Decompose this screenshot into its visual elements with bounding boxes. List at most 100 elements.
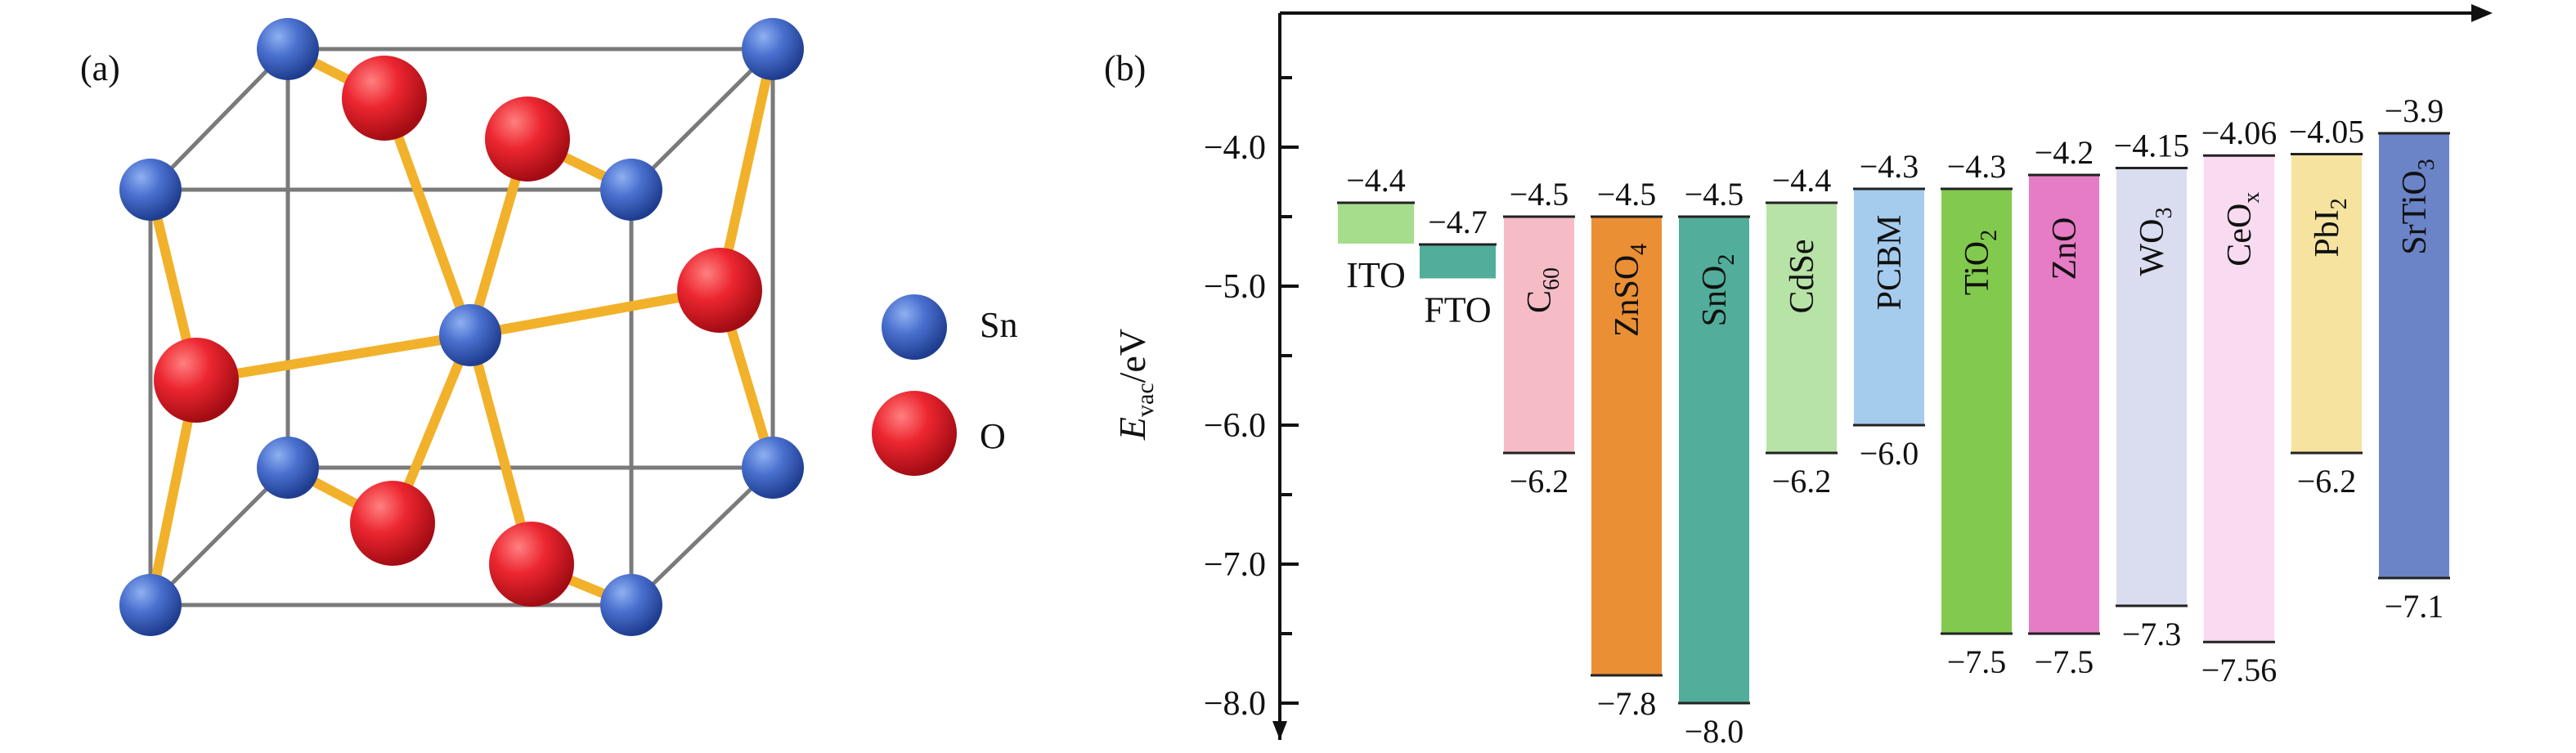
band-rect bbox=[2290, 153, 2363, 454]
band-c60: −4.5 −6.2 C60 bbox=[1502, 176, 1576, 500]
material-label: CeOx bbox=[2221, 192, 2264, 267]
legend-o-swatch bbox=[872, 391, 957, 476]
material-label: ITO bbox=[1346, 255, 1406, 295]
cb-value-label: −4.7 bbox=[1428, 204, 1488, 240]
material-label: PCBM bbox=[1871, 215, 1909, 311]
band-cdse: −4.4 −6.2 CdSe bbox=[1765, 162, 1838, 500]
cb-value-label: −4.3 bbox=[1860, 148, 1919, 185]
y-tick-label: −5.0 bbox=[1204, 268, 1266, 306]
sn-atom bbox=[600, 159, 662, 221]
sn-atom bbox=[257, 437, 319, 499]
cb-value-label: −4.4 bbox=[1346, 162, 1406, 199]
cell-edge bbox=[149, 466, 289, 607]
cb-value-label: −4.3 bbox=[1947, 148, 2007, 185]
cell-edge bbox=[630, 47, 774, 191]
vb-value-label: −8.0 bbox=[1685, 713, 1744, 750]
y-tick-label: −7.0 bbox=[1204, 546, 1266, 584]
legend-o-label: O bbox=[980, 416, 1006, 456]
cell-edge bbox=[630, 466, 774, 607]
cb-value-label: −4.4 bbox=[1772, 162, 1832, 199]
band-pbi2: −4.05 −6.2 PbI2 bbox=[2289, 114, 2365, 500]
band-rect bbox=[1336, 202, 1416, 245]
cell-edge bbox=[149, 47, 289, 191]
y-tick-label: −4.0 bbox=[1204, 129, 1266, 167]
band-rect bbox=[1677, 216, 1751, 704]
material-label: PbI2 bbox=[2309, 198, 2352, 257]
atoms bbox=[119, 18, 804, 636]
band-rect bbox=[2115, 167, 2188, 607]
band-zno: −4.2 −7.5 ZnO bbox=[2027, 134, 2101, 680]
sn-atom bbox=[119, 574, 182, 636]
o-atom bbox=[342, 56, 427, 141]
o-atom bbox=[350, 481, 435, 566]
sn-atom bbox=[742, 437, 804, 499]
bond bbox=[191, 330, 475, 385]
panel-a-label: (a) bbox=[80, 48, 120, 88]
material-label: ZnSO4 bbox=[1609, 244, 1652, 337]
band-wo3: −4.15 −7.3 WO3 bbox=[2114, 128, 2190, 653]
y-tick-label: −6.0 bbox=[1204, 407, 1266, 445]
energy-bands: −4.4ITO−4.7FTO−4.5−6.2C60−4.5−7.8ZnSO4−4… bbox=[1336, 92, 2451, 750]
band-pcbm: −4.3 −6.0 PCBM bbox=[1852, 148, 1926, 472]
material-label: CdSe bbox=[1784, 239, 1821, 313]
panel-a: (a) bbox=[80, 18, 1017, 636]
band-rect bbox=[1940, 188, 2013, 634]
legend-sn-label: Sn bbox=[980, 305, 1017, 345]
legend-sn-swatch bbox=[882, 294, 947, 360]
vb-value-label: −7.5 bbox=[2035, 643, 2094, 680]
band-rect bbox=[2027, 174, 2101, 634]
y-axis-title: Evac/eV bbox=[1111, 329, 1159, 441]
cb-value-label: −4.06 bbox=[2201, 114, 2278, 151]
axes bbox=[1278, 11, 2476, 740]
material-label: WO3 bbox=[2134, 208, 2177, 276]
material-label: TiO2 bbox=[1959, 230, 2002, 295]
band-rect bbox=[2377, 132, 2451, 579]
band-srtio3: −3.9 −7.1 SrTiO3 bbox=[2377, 92, 2451, 625]
material-label: SnO2 bbox=[1696, 254, 1739, 327]
vb-value-label: −7.3 bbox=[2122, 616, 2182, 652]
vb-value-label: −7.56 bbox=[2201, 652, 2278, 688]
material-label: FTO bbox=[1424, 290, 1491, 330]
panel-b-label: (b) bbox=[1104, 48, 1146, 88]
band-ceox: −4.06 −7.56 CeOx bbox=[2201, 114, 2278, 688]
band-sno2: −4.5 −8.0 SnO2 bbox=[1677, 176, 1751, 750]
band-tio2: −4.3 −7.5 TiO2 bbox=[1940, 148, 2013, 680]
panel-b: (b) Evac/eV −4.0 −5.0 −6.0 −7.0 −8.0 −4.4 ITO… bbox=[1104, 4, 2493, 750]
cb-value-label: −3.9 bbox=[2385, 92, 2444, 129]
y-tick-label: −8.0 bbox=[1204, 685, 1266, 723]
band-rect bbox=[1765, 202, 1838, 454]
cb-value-label: −4.5 bbox=[1685, 176, 1744, 213]
sn-atom bbox=[742, 18, 804, 80]
cb-value-label: −4.2 bbox=[2035, 134, 2094, 171]
vb-value-label: −7.8 bbox=[1597, 685, 1657, 722]
cb-value-label: −4.15 bbox=[2114, 128, 2190, 164]
band-rect bbox=[1502, 216, 1576, 454]
y-ticks: −4.0 −5.0 −6.0 −7.0 −8.0 bbox=[1204, 76, 1299, 723]
cb-value-label: −4.5 bbox=[1510, 176, 1569, 213]
band-rect bbox=[1418, 244, 1497, 280]
band-rect bbox=[1852, 188, 1926, 426]
cb-value-label: −4.5 bbox=[1597, 176, 1657, 213]
material-label: SrTiO3 bbox=[2396, 159, 2439, 255]
vb-value-label: −6.2 bbox=[2297, 463, 2357, 500]
band-fto: −4.7 FTO bbox=[1418, 204, 1497, 330]
y-axis-arrowhead bbox=[1272, 721, 1287, 740]
vb-value-label: −6.2 bbox=[1772, 463, 1832, 500]
atom-legend: Sn O bbox=[872, 294, 1017, 476]
band-znso4: −4.5 −7.8 ZnSO4 bbox=[1590, 176, 1663, 722]
x-axis-arrowhead bbox=[2471, 4, 2493, 22]
vb-value-label: −6.0 bbox=[1860, 435, 1919, 472]
material-label: ZnO bbox=[2046, 217, 2084, 280]
o-atom bbox=[485, 96, 570, 182]
sn-atom bbox=[257, 18, 319, 80]
sn-atom bbox=[119, 159, 182, 221]
band-ito: −4.4 ITO bbox=[1336, 162, 1416, 295]
o-atom bbox=[489, 522, 574, 607]
vb-value-label: −7.5 bbox=[1947, 643, 2007, 680]
sn-atom-center bbox=[439, 304, 501, 366]
sn-atom bbox=[600, 574, 662, 636]
vb-value-label: −6.2 bbox=[1510, 463, 1569, 500]
o-atom bbox=[154, 338, 239, 423]
o-atom bbox=[677, 248, 762, 333]
